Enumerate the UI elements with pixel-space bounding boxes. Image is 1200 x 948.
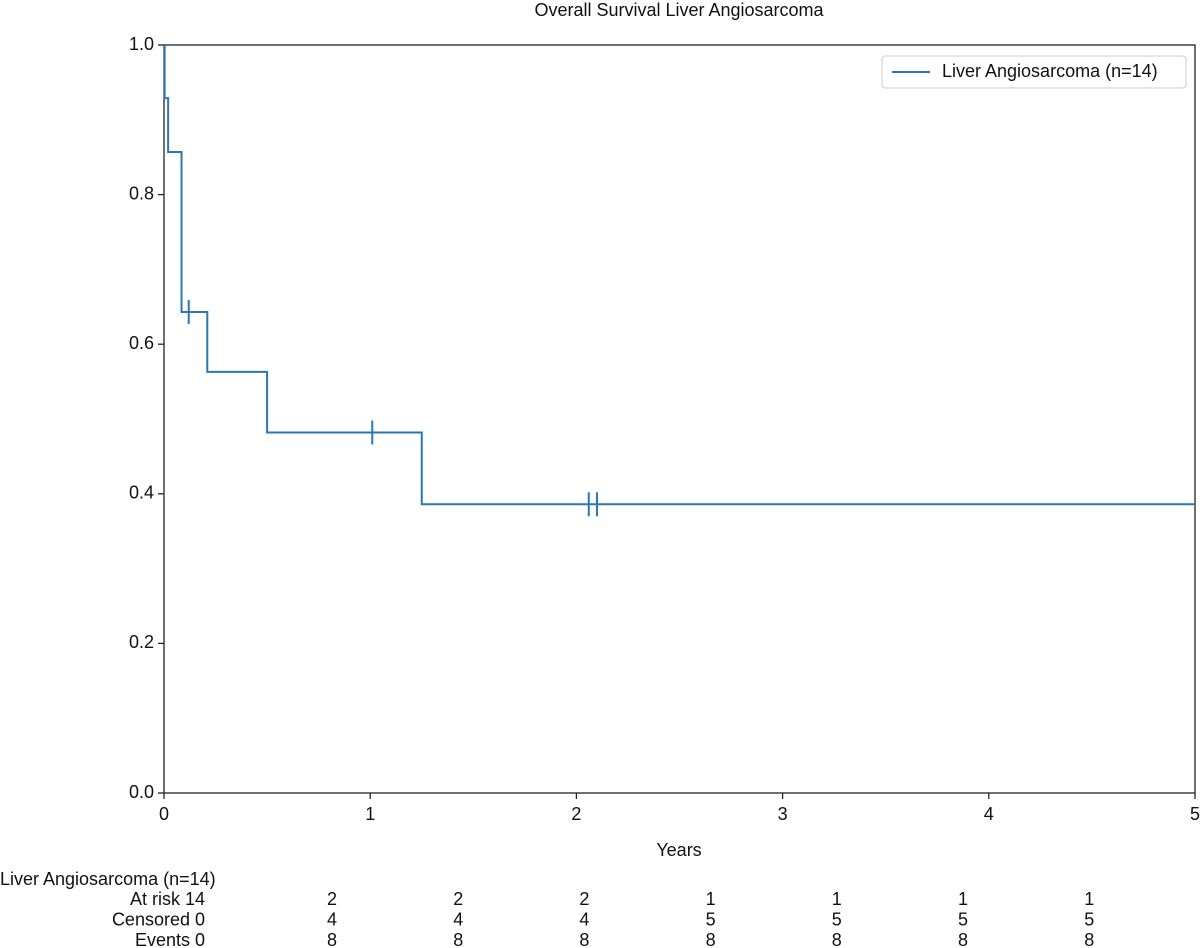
risk-table-row-label: Censored 0	[112, 909, 205, 929]
legend-label: Liver Angiosarcoma (n=14)	[942, 61, 1158, 81]
legend-box	[881, 55, 1187, 89]
chart-title: Overall Survival Liver Angiosarcoma	[534, 0, 824, 20]
x-tick-label: 5	[1190, 804, 1200, 824]
risk-table-cell: 8	[579, 930, 589, 948]
y-tick-label: 0.6	[129, 333, 154, 353]
risk-table-row-label: Events 0	[135, 930, 205, 948]
risk-table-group: Liver Angiosarcoma (n=14)	[0, 869, 216, 889]
risk-table-cell: 8	[327, 930, 337, 948]
risk-table-cell: 5	[958, 909, 968, 929]
y-tick-label: 0.4	[129, 483, 154, 503]
x-tick-label: 2	[571, 804, 581, 824]
risk-table-cell: 2	[579, 889, 589, 909]
risk-table-cell: 5	[706, 909, 716, 929]
risk-table-cell: 1	[958, 889, 968, 909]
risk-table-cell: 4	[453, 909, 463, 929]
x-axis-label: Years	[656, 840, 701, 860]
x-tick-label: 1	[365, 804, 375, 824]
x-tick-label: 4	[984, 804, 994, 824]
risk-table-row-label: At risk 14	[130, 889, 205, 909]
plot-frame	[163, 44, 1196, 794]
risk-table-cell: 8	[1084, 930, 1094, 948]
y-tick-label: 0.8	[129, 183, 154, 203]
risk-table-cell: 5	[1084, 909, 1094, 929]
risk-table-cell: 4	[327, 909, 337, 929]
risk-table-cell: 1	[832, 889, 842, 909]
risk-table-cell: 8	[832, 930, 842, 948]
risk-table-cell: 5	[832, 909, 842, 929]
x-tick-label: 0	[159, 804, 169, 824]
survival-line	[163, 44, 1195, 506]
y-tick-label: 0.2	[129, 632, 154, 652]
risk-table-cell: 8	[706, 930, 716, 948]
x-tick-label: 3	[778, 804, 788, 824]
risk-table-cell: 2	[453, 889, 463, 909]
risk-table-cell: 4	[579, 909, 589, 929]
risk-table-cell: 8	[958, 930, 968, 948]
y-tick-label: 1.0	[129, 34, 154, 54]
risk-table-cell: 8	[453, 930, 463, 948]
y-tick-label: 0.0	[129, 782, 154, 802]
risk-table-cell: 1	[1084, 889, 1094, 909]
risk-table-cell: 2	[327, 889, 337, 909]
risk-table-cell: 1	[706, 889, 716, 909]
